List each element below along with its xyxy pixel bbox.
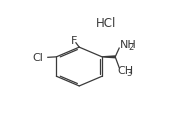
Text: CH: CH: [117, 66, 133, 76]
Text: NH: NH: [120, 40, 137, 50]
Text: 3: 3: [126, 69, 131, 78]
Text: HCl: HCl: [95, 17, 116, 30]
Text: Cl: Cl: [32, 53, 43, 63]
Polygon shape: [102, 56, 115, 58]
Text: F: F: [71, 36, 77, 46]
Text: 2: 2: [129, 43, 134, 52]
